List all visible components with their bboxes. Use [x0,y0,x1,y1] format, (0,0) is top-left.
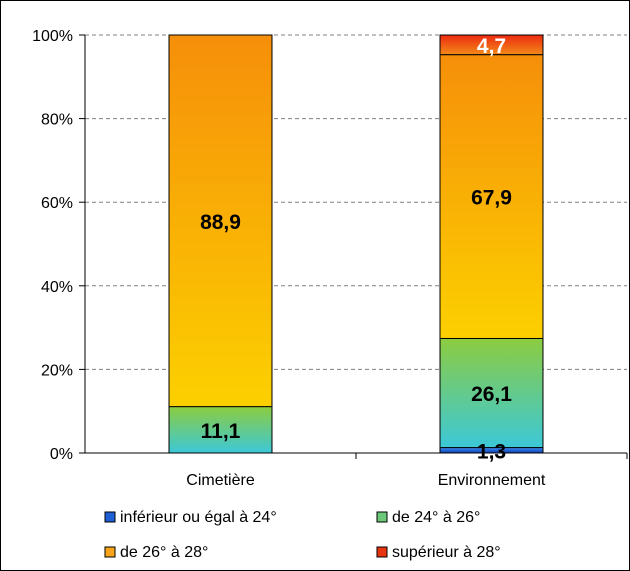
category-label-environnement: Environnement [438,472,546,489]
bar-cimetiere-de-26-a-28 [168,34,273,408]
bar-environnement-de-26-a-28 [439,54,544,339]
y-tick-label: 80% [41,112,73,129]
data-label: 1,3 [477,440,506,463]
y-tick-label: 40% [41,279,73,296]
legend-label-inferieur-ou-egal-a-24: inférieur ou égal à 24° [120,509,277,526]
y-tick-label: 60% [41,195,73,212]
legend-label-superieur-a-28: supérieur à 28° [392,544,501,561]
data-label: 88,9 [200,211,241,234]
gridlines [85,34,627,370]
legend-swatch-inferieur-ou-egal-a-24 [104,511,116,523]
data-label: 4,7 [477,35,506,58]
bars [168,34,544,454]
data-labels: 11,1 88,9 1,3 26,1 67,9 4,7 [200,35,512,463]
data-label: 26,1 [471,383,512,406]
bar-environnement-de-24-a-26 [439,337,544,449]
legend-swatch-de-26-a-28 [104,546,116,558]
legend-swatch-de-24-a-26 [376,511,388,523]
legend-label-de-24-a-26: de 24° à 26° [392,509,480,526]
y-tick-label: 20% [41,362,73,379]
y-tick-label: 0% [50,446,73,463]
bar-environnement-superieur-a-28 [439,34,544,56]
legend: inférieur ou égal à 24° de 24° à 26° de 26… [104,509,501,561]
data-label: 11,1 [201,420,241,443]
legend-swatch-superieur-a-28 [376,546,388,558]
y-tick-label: 100% [32,28,73,45]
axes: 0% 20% 40% 60% 80% 100% Cimetière Environnement [32,28,628,489]
data-label: 67,9 [471,187,512,210]
category-label-cimetiere: Cimetière [186,472,255,489]
legend-label-de-26-a-28: de 26° à 28° [120,544,208,561]
